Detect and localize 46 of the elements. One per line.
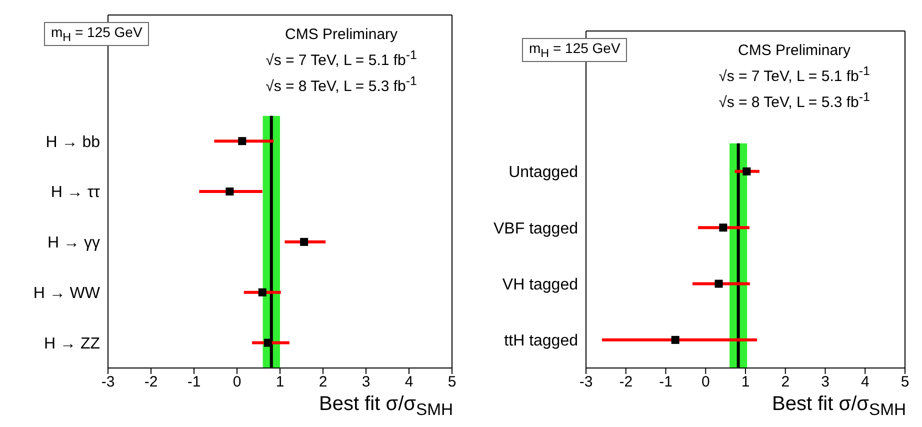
x-tick-label: -3 <box>101 374 115 391</box>
x-tick-label: 0 <box>701 374 710 391</box>
y-tick-label: H → WW <box>33 285 101 302</box>
x-tick-label: -2 <box>619 374 633 391</box>
point <box>264 338 272 347</box>
y-tick-label: H → ZZ <box>44 335 100 352</box>
text: m$_{H}$ = 125 GeV <box>522 38 628 62</box>
point <box>671 336 680 344</box>
x-tick-label: 4 <box>404 374 414 391</box>
x-tick-label: 0 <box>232 374 242 391</box>
y-tick-label: VBF tagged <box>494 220 578 238</box>
point <box>258 288 266 296</box>
y-tick-label: VH tagged <box>502 276 578 294</box>
x-axis-title: Best fit σ/σ$_{SMH}$ <box>319 392 453 421</box>
text: CMS Preliminary <box>737 41 852 61</box>
x-tick-label: 5 <box>900 374 910 391</box>
x-axis-title: Best fit σ/σ$_{SMH}$ <box>772 392 906 421</box>
x-tick-label: 1 <box>741 374 750 391</box>
point <box>719 224 728 232</box>
x-tick-label: 2 <box>781 374 790 391</box>
text: √s = 8 TeV, L = 5.3 fb$^{-1}$ <box>266 73 417 97</box>
y-tick-label: H → bb <box>46 134 100 151</box>
x-tick-label: 3 <box>362 374 370 391</box>
text: √s = 7 TeV, L = 5.1 fb$^{-1}$ <box>718 63 870 87</box>
y-tick-label: ttH tagged <box>504 332 578 350</box>
x-tick-label: 5 <box>448 374 456 391</box>
text: m$_{H}$ = 125 GeV <box>44 22 150 46</box>
text: CMS Preliminary <box>284 25 399 45</box>
text: √s = 8 TeV, L = 5.3 fb$^{-1}$ <box>718 89 870 113</box>
x-tick-label: -1 <box>659 374 672 391</box>
point <box>742 167 751 176</box>
point <box>238 137 246 146</box>
x-tick-label: 2 <box>318 374 328 391</box>
point <box>226 188 234 196</box>
x-tick-label: -1 <box>187 374 201 391</box>
x-tick-label: -2 <box>144 374 158 391</box>
y-tick-label: Untagged <box>508 164 578 182</box>
point <box>714 280 723 288</box>
x-tick-label: -3 <box>579 374 593 391</box>
x-tick-label: 1 <box>276 374 284 391</box>
y-tick-label: H → γγ <box>48 234 100 252</box>
y-tick-label: H → ττ <box>50 184 101 202</box>
point <box>300 238 308 246</box>
x-tick-label: 4 <box>860 374 870 391</box>
x-tick-label: 3 <box>821 374 830 391</box>
text: √s = 7 TeV, L = 5.1 fb$^{-1}$ <box>266 47 417 71</box>
